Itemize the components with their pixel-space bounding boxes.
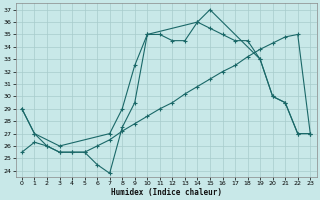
X-axis label: Humidex (Indice chaleur): Humidex (Indice chaleur) [111, 188, 221, 197]
